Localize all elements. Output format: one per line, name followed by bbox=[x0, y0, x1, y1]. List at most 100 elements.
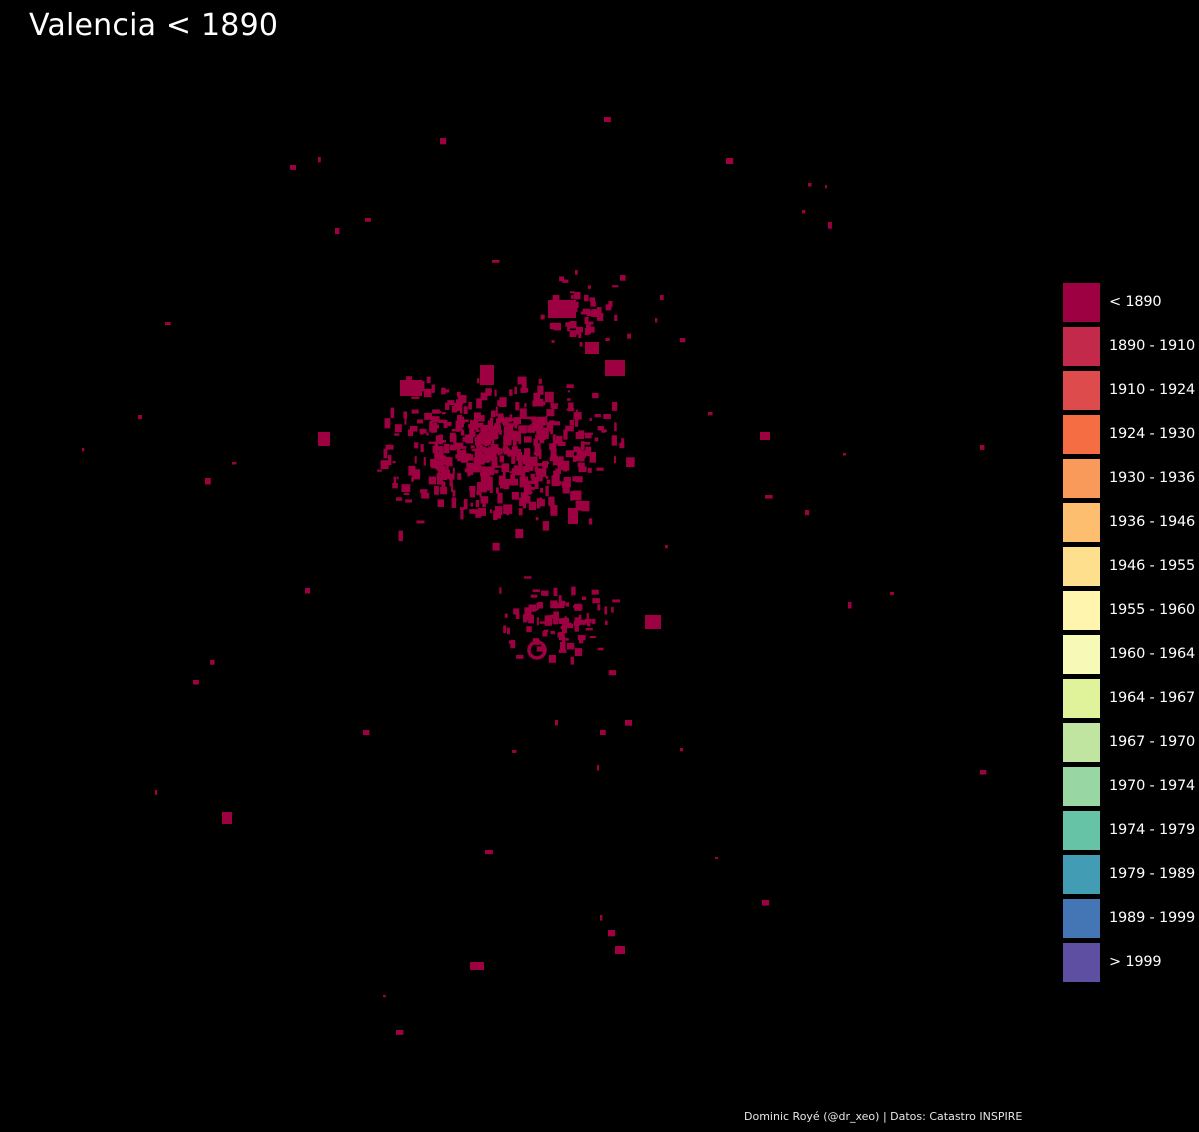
building-footprint bbox=[843, 453, 846, 456]
building-footprint bbox=[496, 487, 499, 494]
building-footprint bbox=[475, 509, 482, 518]
building-footprint bbox=[394, 424, 402, 433]
building-footprint bbox=[564, 616, 567, 621]
building-footprint bbox=[587, 329, 591, 335]
building-footprint bbox=[428, 441, 437, 444]
building-footprint bbox=[522, 500, 526, 509]
building-footprint bbox=[550, 600, 558, 609]
building-footprint bbox=[561, 624, 568, 634]
building-footprint bbox=[605, 620, 608, 625]
legend-label: 1946 - 1955 bbox=[1109, 558, 1196, 574]
building-footprint bbox=[570, 656, 574, 665]
building-footprint bbox=[535, 434, 538, 441]
building-footprint bbox=[573, 291, 581, 300]
building-footprint bbox=[597, 604, 601, 611]
building-footprint bbox=[587, 285, 591, 289]
building-footprint bbox=[419, 428, 427, 434]
building-footprint bbox=[517, 376, 527, 385]
building-footprint bbox=[575, 417, 579, 427]
building-footprint bbox=[440, 486, 448, 495]
building-footprint bbox=[665, 545, 668, 549]
building-footprint bbox=[655, 318, 658, 323]
building-footprint bbox=[524, 416, 533, 420]
legend-swatch bbox=[1062, 326, 1101, 367]
building-footprint bbox=[519, 408, 527, 419]
building-footprint bbox=[558, 595, 562, 604]
legend-swatch bbox=[1062, 634, 1101, 675]
building-footprint bbox=[611, 606, 614, 613]
building-footprint bbox=[715, 857, 719, 860]
building-footprint bbox=[591, 298, 594, 303]
building-footprint bbox=[477, 481, 484, 491]
building-footprint bbox=[591, 309, 599, 317]
building-footprint bbox=[562, 279, 569, 283]
building-footprint bbox=[626, 457, 635, 468]
building-footprint bbox=[497, 492, 503, 504]
building-footprint bbox=[518, 438, 522, 445]
building-footprint bbox=[545, 475, 549, 479]
building-footprint bbox=[479, 456, 483, 463]
building-footprint bbox=[363, 730, 370, 736]
building-footprint bbox=[521, 471, 526, 480]
building-footprint bbox=[573, 446, 579, 453]
building-footprint bbox=[455, 454, 465, 459]
building-footprint bbox=[536, 473, 543, 482]
building-footprint bbox=[396, 476, 399, 480]
building-footprint bbox=[499, 397, 507, 407]
building-footprint bbox=[584, 441, 591, 445]
building-footprint bbox=[470, 420, 479, 430]
building-footprint bbox=[318, 432, 330, 446]
building-footprint bbox=[518, 459, 523, 470]
building-footprint bbox=[438, 434, 443, 445]
building-footprint bbox=[464, 468, 473, 473]
building-footprint bbox=[586, 323, 591, 329]
building-footprint bbox=[506, 449, 515, 456]
building-footprint bbox=[573, 412, 582, 420]
building-footprint bbox=[481, 476, 484, 483]
building-footprint bbox=[625, 720, 632, 726]
building-footprint bbox=[580, 441, 585, 450]
building-footprint bbox=[476, 398, 482, 409]
building-footprint bbox=[490, 429, 497, 440]
building-footprint bbox=[452, 467, 455, 474]
building-footprint bbox=[592, 598, 600, 604]
building-footprint bbox=[430, 416, 440, 423]
building-footprint bbox=[437, 419, 446, 423]
building-footprint bbox=[550, 402, 554, 408]
building-footprint bbox=[584, 432, 593, 435]
building-footprint bbox=[507, 627, 510, 635]
building-footprint bbox=[534, 466, 539, 472]
building-footprint bbox=[498, 429, 502, 435]
building-footprint bbox=[537, 385, 544, 395]
building-footprint bbox=[400, 380, 422, 396]
building-footprints-layer bbox=[82, 117, 987, 1035]
building-footprint bbox=[474, 450, 479, 459]
building-footprint bbox=[543, 629, 549, 632]
building-footprint bbox=[558, 481, 562, 486]
source-caption: Dominic Royé (@dr_xeo) | Datos: Catastro… bbox=[744, 1110, 1023, 1123]
legend-swatch bbox=[1062, 282, 1101, 323]
building-footprint bbox=[514, 421, 518, 429]
building-footprint bbox=[574, 648, 583, 656]
building-footprint bbox=[531, 608, 537, 611]
building-footprint bbox=[591, 589, 599, 595]
building-footprint bbox=[528, 486, 535, 491]
building-footprint bbox=[528, 604, 536, 612]
building-footprint bbox=[589, 636, 596, 638]
building-footprint bbox=[552, 434, 556, 445]
building-footprint bbox=[552, 421, 561, 426]
building-footprint bbox=[621, 438, 625, 446]
building-footprint bbox=[497, 400, 501, 407]
building-footprint bbox=[499, 587, 502, 594]
building-footprint bbox=[549, 322, 557, 330]
building-footprint bbox=[450, 482, 453, 492]
building-footprint bbox=[475, 429, 480, 432]
building-footprint bbox=[487, 466, 495, 476]
building-footprint bbox=[550, 631, 556, 635]
building-footprint bbox=[533, 392, 541, 402]
building-footprint bbox=[434, 452, 442, 460]
building-footprint bbox=[576, 447, 581, 458]
building-footprint bbox=[549, 444, 557, 447]
building-footprint bbox=[485, 388, 492, 396]
building-footprint bbox=[494, 425, 501, 433]
